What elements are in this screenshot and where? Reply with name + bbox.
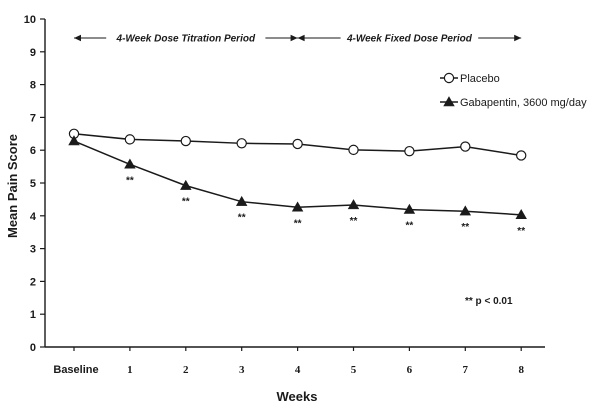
x-tick-label: 7 [463, 364, 469, 376]
period-arrow-head-right [514, 34, 522, 42]
data-point-triangle [124, 158, 136, 169]
x-tick-label: 3 [239, 364, 245, 376]
significance-mark: ** [350, 216, 358, 227]
significance-note: ** p < 0.01 [465, 296, 513, 307]
significance-mark: ** [294, 218, 302, 229]
period-arrow-head-left [297, 34, 305, 42]
y-tick-label: 1 [30, 309, 36, 321]
legend-marker-triangle [443, 96, 455, 107]
significance-mark: ** [238, 213, 246, 224]
legend-marker-circle [443, 72, 455, 84]
data-point-circle [236, 138, 247, 149]
y-tick-label: 0 [30, 342, 36, 354]
data-point-circle [404, 145, 415, 157]
data-point-triangle [459, 205, 472, 216]
y-tick-label: 6 [30, 145, 36, 157]
x-axis-title: Weeks [277, 389, 318, 404]
y-tick-label: 8 [30, 80, 36, 92]
data-point-triangle [291, 201, 304, 212]
legend: Placebo Gabapentin, 3600 mg/day [440, 72, 587, 109]
x-tick-label: 8 [518, 364, 524, 376]
data-series [68, 128, 527, 220]
y-axis-title: Mean Pain Score [5, 134, 20, 238]
data-point-triangle [403, 203, 416, 214]
significance-mark: ** [182, 197, 190, 208]
series-placebo [68, 128, 527, 161]
y-tick-label: 4 [30, 211, 37, 223]
data-point-circle [516, 150, 527, 161]
period-label: 4-Week Fixed Dose Period [346, 34, 473, 45]
legend-item: Gabapentin, 3600 mg/day [440, 96, 587, 109]
data-point-triangle [68, 135, 80, 146]
y-tick-label: 9 [30, 47, 36, 59]
significance-mark: ** [406, 221, 414, 232]
data-point-triangle [235, 195, 248, 206]
series-gabapentin [68, 135, 527, 220]
period-label: 4-Week Dose Titration Period [116, 34, 256, 45]
significance-marks: ** ** ** ** ** ** ** ** [126, 175, 525, 237]
significance-mark: ** [461, 222, 469, 233]
x-tick-label: 6 [407, 364, 413, 376]
period-arrow-head-right [290, 34, 298, 42]
y-tick-label: 7 [30, 112, 36, 124]
y-tick-label: 2 [30, 276, 36, 288]
legend-item: Placebo [440, 72, 500, 85]
significance-mark: ** [517, 226, 525, 237]
x-tick-label: 5 [351, 364, 357, 376]
legend-label: Placebo [460, 73, 500, 85]
y-tick-label: 10 [24, 14, 36, 26]
x-tick-label: 2 [183, 364, 189, 376]
y-tick-label: 3 [30, 244, 36, 256]
data-point-triangle [180, 179, 192, 190]
data-point-triangle [515, 209, 527, 220]
axes: 0 1 2 3 4 5 6 7 8 9 10 Baseline 1 2 3 4 5 6 7 8 [24, 14, 545, 376]
data-point-triangle [347, 199, 360, 210]
x-tick-label: Baseline [53, 364, 98, 376]
period-annotations: 4-Week Dose Titration Period 4-Week Fixed… [74, 34, 522, 45]
data-point-circle [180, 135, 191, 147]
data-point-circle [348, 144, 359, 156]
period-arrow-head-left [74, 34, 81, 42]
y-tick-label: 5 [30, 178, 36, 190]
x-tick-label: 1 [127, 364, 133, 376]
data-point-circle [124, 134, 136, 145]
data-point-circle [460, 141, 471, 152]
significance-mark: ** [126, 175, 134, 186]
legend-label: Gabapentin, 3600 mg/day [460, 97, 587, 109]
x-tick-label: 4 [295, 364, 301, 376]
data-point-circle [292, 138, 303, 150]
